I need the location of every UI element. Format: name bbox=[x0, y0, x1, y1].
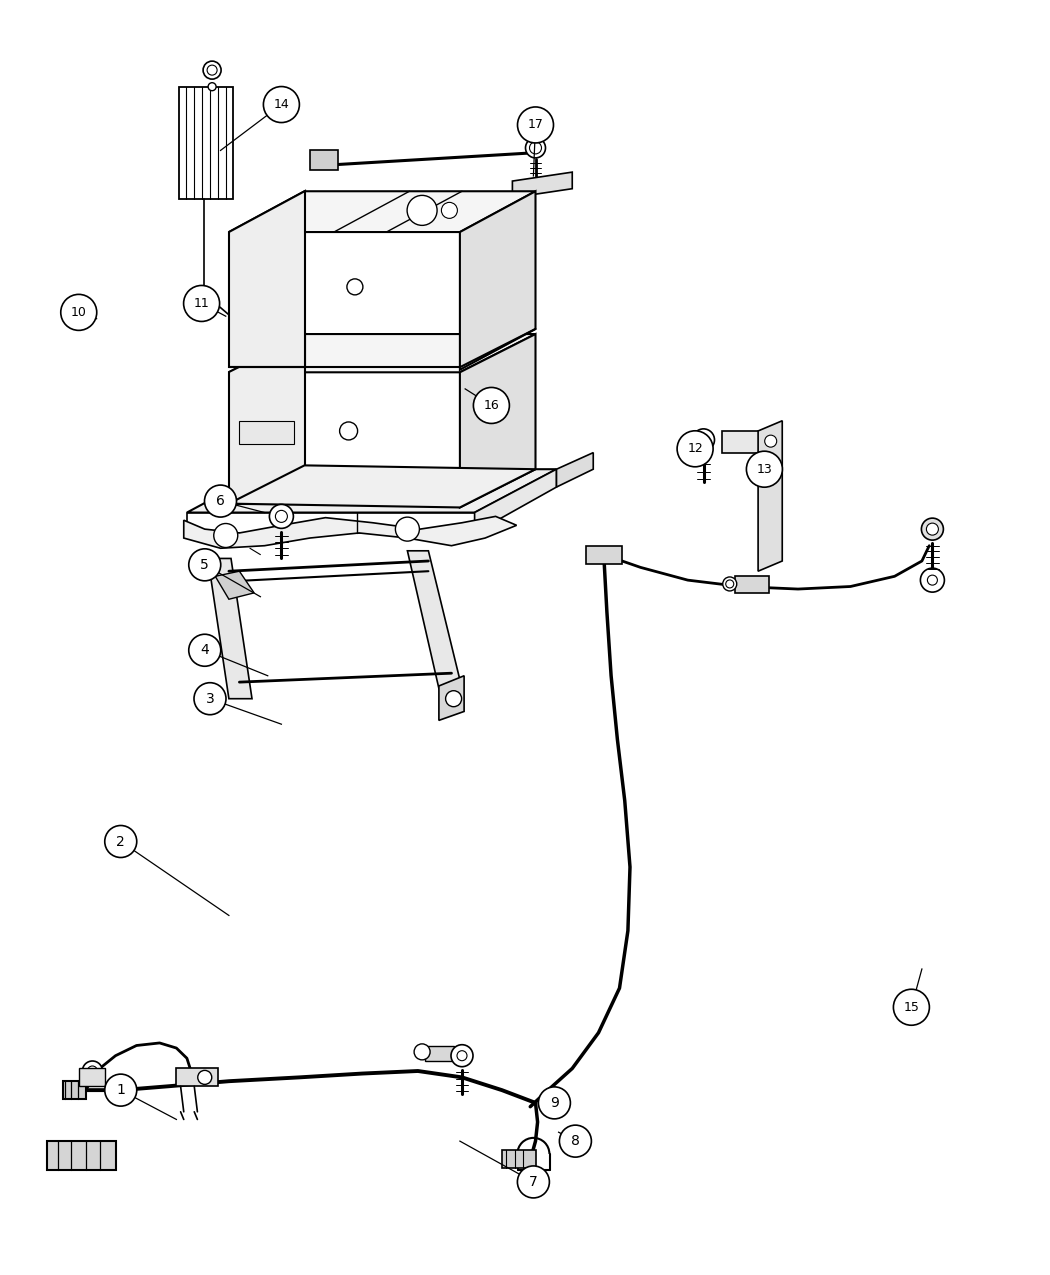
Polygon shape bbox=[229, 191, 536, 232]
Circle shape bbox=[921, 569, 944, 592]
Text: 15: 15 bbox=[903, 1001, 920, 1014]
Circle shape bbox=[339, 422, 358, 440]
Circle shape bbox=[207, 65, 217, 75]
Polygon shape bbox=[63, 1081, 86, 1099]
Circle shape bbox=[275, 510, 288, 523]
Polygon shape bbox=[758, 421, 782, 571]
Circle shape bbox=[203, 61, 222, 79]
Text: 12: 12 bbox=[687, 442, 704, 455]
Polygon shape bbox=[208, 558, 252, 699]
Polygon shape bbox=[187, 469, 556, 513]
Bar bbox=[239, 421, 294, 444]
Text: 13: 13 bbox=[756, 463, 772, 476]
Circle shape bbox=[474, 388, 509, 423]
Circle shape bbox=[693, 428, 714, 451]
Text: 1: 1 bbox=[117, 1084, 125, 1096]
Circle shape bbox=[214, 524, 237, 547]
Circle shape bbox=[726, 580, 734, 588]
Text: 17: 17 bbox=[527, 119, 544, 131]
Polygon shape bbox=[475, 469, 556, 533]
Polygon shape bbox=[439, 676, 464, 720]
Circle shape bbox=[264, 87, 299, 122]
Circle shape bbox=[184, 286, 219, 321]
Circle shape bbox=[61, 295, 97, 330]
Polygon shape bbox=[187, 513, 475, 533]
Circle shape bbox=[407, 195, 437, 226]
Circle shape bbox=[518, 1165, 549, 1198]
Circle shape bbox=[194, 682, 226, 715]
Circle shape bbox=[445, 691, 462, 706]
Circle shape bbox=[82, 1061, 103, 1081]
Circle shape bbox=[525, 138, 546, 158]
Text: 9: 9 bbox=[550, 1096, 559, 1109]
Circle shape bbox=[560, 1125, 591, 1158]
Text: 16: 16 bbox=[483, 399, 500, 412]
Circle shape bbox=[457, 1051, 467, 1061]
Polygon shape bbox=[722, 431, 769, 453]
Circle shape bbox=[698, 435, 709, 445]
Text: 5: 5 bbox=[201, 558, 209, 571]
Circle shape bbox=[189, 634, 220, 667]
Text: 7: 7 bbox=[529, 1176, 538, 1188]
Circle shape bbox=[529, 142, 542, 154]
Circle shape bbox=[922, 518, 943, 541]
Circle shape bbox=[105, 825, 136, 858]
Circle shape bbox=[894, 989, 929, 1025]
Circle shape bbox=[927, 575, 938, 585]
Text: 3: 3 bbox=[206, 692, 214, 705]
Circle shape bbox=[764, 435, 777, 448]
Polygon shape bbox=[512, 172, 572, 198]
Circle shape bbox=[208, 83, 216, 91]
Polygon shape bbox=[184, 516, 517, 548]
Polygon shape bbox=[502, 1150, 536, 1168]
Circle shape bbox=[189, 548, 220, 581]
Polygon shape bbox=[176, 1068, 218, 1086]
Circle shape bbox=[270, 505, 293, 528]
Circle shape bbox=[414, 1044, 430, 1060]
Circle shape bbox=[87, 1066, 98, 1076]
Polygon shape bbox=[310, 150, 338, 170]
Text: 2: 2 bbox=[117, 835, 125, 848]
Polygon shape bbox=[79, 1068, 105, 1086]
Circle shape bbox=[346, 279, 363, 295]
Text: 8: 8 bbox=[571, 1135, 580, 1148]
Circle shape bbox=[722, 578, 737, 590]
Circle shape bbox=[441, 203, 458, 218]
Polygon shape bbox=[229, 334, 536, 372]
Circle shape bbox=[197, 1071, 212, 1084]
Polygon shape bbox=[586, 546, 622, 564]
Circle shape bbox=[677, 431, 713, 467]
Circle shape bbox=[105, 1074, 136, 1107]
Circle shape bbox=[518, 107, 553, 143]
Polygon shape bbox=[556, 453, 593, 487]
Polygon shape bbox=[229, 334, 304, 504]
Circle shape bbox=[205, 484, 236, 518]
Polygon shape bbox=[229, 191, 304, 367]
Text: 14: 14 bbox=[273, 98, 290, 111]
Text: 6: 6 bbox=[216, 495, 225, 507]
Circle shape bbox=[747, 451, 782, 487]
Circle shape bbox=[452, 1044, 472, 1067]
Polygon shape bbox=[460, 334, 536, 507]
Circle shape bbox=[539, 1086, 570, 1119]
Text: 11: 11 bbox=[193, 297, 209, 310]
Polygon shape bbox=[460, 191, 536, 370]
Polygon shape bbox=[229, 465, 536, 507]
Polygon shape bbox=[425, 1046, 454, 1061]
Polygon shape bbox=[215, 571, 254, 599]
Circle shape bbox=[926, 523, 939, 536]
Circle shape bbox=[396, 518, 419, 541]
Text: 10: 10 bbox=[70, 306, 87, 319]
Polygon shape bbox=[735, 576, 769, 593]
Text: 4: 4 bbox=[201, 644, 209, 657]
Polygon shape bbox=[47, 1141, 116, 1170]
Bar bbox=[178, 87, 233, 199]
Polygon shape bbox=[407, 551, 462, 688]
